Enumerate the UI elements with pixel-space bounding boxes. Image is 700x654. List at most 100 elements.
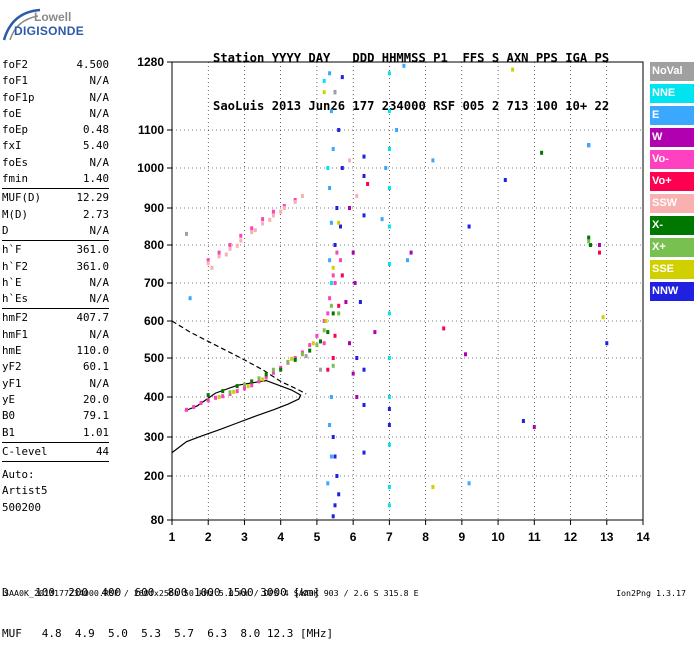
polarization-legend: NoVal NNE E W Vo- Vo+ SSW X- X+ SSE NNW	[650, 62, 694, 304]
param-row: B1 1.01	[2, 425, 109, 441]
point-w	[355, 395, 359, 399]
point-e	[384, 166, 388, 170]
logo-arc-icon	[2, 8, 41, 41]
point-nnw	[362, 450, 366, 455]
x-tick-label: 5	[314, 530, 321, 544]
point-nnw	[333, 243, 337, 247]
param-row: Auto:	[2, 467, 109, 483]
param-row: yF2 60.1	[2, 359, 109, 375]
param-row: B0 79.1	[2, 408, 109, 424]
point-sse	[322, 90, 326, 95]
param-key: yF1	[2, 376, 22, 390]
ionogram-chart: 1 2 3 4 5 6 7 8 9 10 11 12 13 14802003004005006007008…	[137, 55, 650, 544]
point-nnw	[335, 474, 339, 478]
point-x	[264, 372, 268, 377]
point-ssw	[279, 209, 283, 214]
point-ssw	[293, 200, 297, 204]
param-value: N/A	[89, 155, 109, 169]
param-value: N/A	[89, 223, 109, 237]
file-info-line: SAA0K_2013177234000.RSF / 260fx256h 50 k…	[4, 588, 419, 598]
point-e	[326, 481, 330, 486]
point-nne	[387, 262, 391, 266]
x-tick-label: 3	[241, 530, 248, 544]
param-key: fmin	[2, 172, 29, 186]
param-row: h`E N/A	[2, 275, 109, 291]
version-label: Ion2Png 1.3.17	[616, 588, 686, 598]
point-nne	[387, 109, 391, 114]
point-x	[337, 311, 341, 316]
param-key: D	[2, 223, 9, 237]
param-row: foE N/A	[2, 106, 109, 122]
point-x	[250, 379, 254, 384]
point-x	[315, 343, 319, 348]
param-value: 361.0	[76, 243, 109, 257]
point-nnw	[605, 341, 609, 346]
y-tick-label: 400	[144, 390, 164, 404]
point-e	[380, 217, 384, 222]
point-e	[331, 147, 335, 151]
param-value: 20.0	[82, 392, 109, 406]
param-value: 44	[95, 444, 109, 458]
legend-item-w: W	[650, 128, 694, 147]
point-nne	[387, 147, 391, 151]
point-nnw	[333, 454, 337, 459]
point-ssw	[228, 246, 232, 251]
point-nnw	[355, 356, 359, 360]
line-profile-solid	[171, 379, 302, 454]
param-key: foEs	[2, 155, 29, 169]
point-x	[243, 382, 246, 387]
point-nnw	[387, 423, 391, 427]
point-nnw	[362, 403, 366, 407]
point-vo	[261, 217, 265, 222]
param-key: M(D)	[2, 207, 29, 221]
point-ssw	[250, 230, 254, 235]
param-key: foF1p	[2, 90, 35, 104]
point-x	[540, 150, 544, 155]
param-key: C-level	[2, 444, 48, 458]
point-nnw	[467, 224, 471, 229]
point-e	[329, 220, 333, 225]
point-x	[326, 330, 330, 335]
param-row: 500200	[2, 500, 109, 516]
point-ssw	[217, 254, 221, 259]
param-row: yE 20.0	[2, 392, 109, 408]
point-nnw	[503, 178, 507, 182]
point-x	[286, 359, 290, 364]
point-noval	[185, 231, 188, 236]
y-tick-label: 600	[144, 314, 164, 328]
point-sse	[217, 395, 221, 399]
point-x	[279, 367, 283, 372]
point-x	[228, 390, 232, 395]
point-ssw	[355, 194, 359, 198]
param-key: Auto:	[2, 468, 35, 482]
param-key: h`E	[2, 275, 22, 289]
point-nnw	[521, 419, 525, 423]
param-key: hmE	[2, 344, 22, 358]
point-vo	[315, 333, 319, 338]
point-w	[351, 250, 355, 255]
point-x	[308, 348, 312, 353]
point-x	[300, 352, 304, 357]
point-noval	[333, 90, 337, 95]
x-tick-label: 10	[491, 530, 505, 544]
point-sse	[431, 485, 435, 489]
x-tick-label: 7	[386, 530, 393, 544]
param-key: Artist5	[2, 484, 48, 498]
param-value: 60.1	[82, 360, 109, 374]
param-separator	[2, 188, 109, 190]
param-value: 110.0	[76, 344, 109, 358]
x-tick-label: 14	[636, 530, 650, 544]
point-vo	[235, 389, 239, 394]
point-vo	[339, 258, 342, 263]
param-value: 1.01	[82, 425, 109, 439]
point-sse	[601, 315, 605, 320]
x-tick-label: 12	[564, 530, 578, 544]
param-key: B1	[2, 425, 16, 439]
point-e	[395, 128, 399, 132]
point-ssw	[206, 261, 210, 266]
point-x	[329, 303, 333, 308]
point-nne	[387, 442, 391, 447]
point-w	[353, 281, 357, 285]
muf-table: D 100 200 400 600 800 1000 1500 3000 [km…	[2, 559, 333, 654]
param-value: N/A	[89, 106, 109, 120]
